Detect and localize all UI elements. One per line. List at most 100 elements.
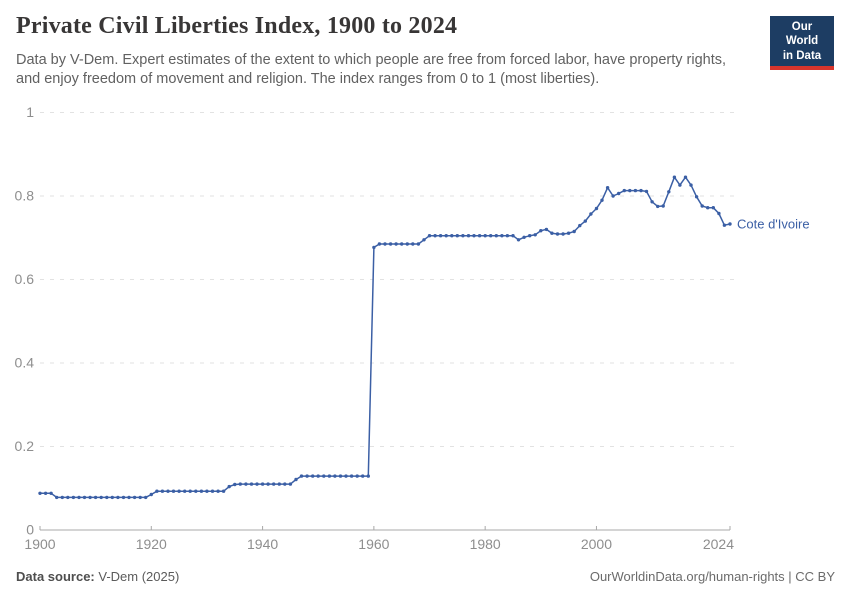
data-point[interactable] xyxy=(327,474,332,478)
data-point[interactable] xyxy=(361,474,365,478)
data-point[interactable] xyxy=(522,235,526,239)
data-point[interactable] xyxy=(555,232,560,236)
data-point[interactable] xyxy=(438,234,443,238)
data-point[interactable] xyxy=(617,191,621,196)
data-point[interactable] xyxy=(349,474,354,478)
data-point[interactable] xyxy=(494,234,498,238)
data-point[interactable] xyxy=(311,474,315,478)
data-point[interactable] xyxy=(561,232,565,236)
data-point[interactable] xyxy=(377,242,382,246)
data-point[interactable] xyxy=(628,188,632,193)
data-point[interactable] xyxy=(383,242,387,246)
data-point[interactable] xyxy=(77,495,81,500)
data-point[interactable] xyxy=(533,233,537,237)
data-point[interactable] xyxy=(678,183,682,187)
data-point[interactable] xyxy=(71,495,76,500)
data-point[interactable] xyxy=(483,234,487,238)
data-point[interactable] xyxy=(272,482,276,486)
data-point[interactable] xyxy=(194,489,198,493)
data-point[interactable] xyxy=(611,194,615,198)
data-point[interactable] xyxy=(166,489,170,493)
data-point[interactable] xyxy=(82,495,87,500)
data-point[interactable] xyxy=(644,189,649,194)
data-point[interactable] xyxy=(422,238,426,242)
data-point[interactable] xyxy=(516,238,521,242)
data-point[interactable] xyxy=(489,234,493,238)
data-point[interactable] xyxy=(216,489,220,493)
data-point[interactable] xyxy=(66,495,70,500)
data-point[interactable] xyxy=(661,204,665,208)
owid-logo[interactable]: Our World in Data xyxy=(770,16,834,71)
data-point[interactable] xyxy=(260,482,265,486)
data-point[interactable] xyxy=(183,489,187,493)
data-point[interactable] xyxy=(283,482,287,486)
data-point[interactable] xyxy=(116,495,120,500)
data-point[interactable] xyxy=(717,211,721,216)
data-point[interactable] xyxy=(450,234,454,238)
data-point[interactable] xyxy=(544,227,549,232)
data-point[interactable] xyxy=(294,477,298,482)
data-point[interactable] xyxy=(472,234,476,238)
data-point[interactable] xyxy=(188,489,192,493)
data-point[interactable] xyxy=(416,242,421,246)
data-point[interactable] xyxy=(722,223,727,227)
data-point[interactable] xyxy=(583,219,587,223)
data-point[interactable] xyxy=(138,495,142,500)
data-point[interactable] xyxy=(199,489,204,493)
data-point[interactable] xyxy=(639,188,643,193)
data-point[interactable] xyxy=(221,489,226,493)
data-point[interactable] xyxy=(433,234,437,238)
data-point[interactable] xyxy=(500,234,504,238)
data-point[interactable] xyxy=(622,188,626,193)
data-point[interactable] xyxy=(550,231,554,235)
data-point[interactable] xyxy=(233,482,237,487)
data-point[interactable] xyxy=(539,229,543,233)
data-point[interactable] xyxy=(49,491,53,495)
data-point[interactable] xyxy=(711,206,715,210)
series-line[interactable] xyxy=(40,176,731,499)
data-point[interactable] xyxy=(444,234,448,238)
data-point[interactable] xyxy=(249,482,254,486)
data-point[interactable] xyxy=(316,474,320,478)
data-point[interactable] xyxy=(600,198,604,202)
data-point[interactable] xyxy=(105,495,109,500)
data-point[interactable] xyxy=(528,234,532,238)
data-point[interactable] xyxy=(405,242,409,246)
data-point[interactable] xyxy=(288,482,293,486)
data-point[interactable] xyxy=(667,190,671,194)
data-point[interactable] xyxy=(171,489,176,493)
data-point[interactable] xyxy=(110,495,115,500)
data-point[interactable] xyxy=(155,489,159,493)
data-point[interactable] xyxy=(338,474,343,478)
data-point[interactable] xyxy=(411,242,415,246)
data-point[interactable] xyxy=(55,495,59,500)
data-point[interactable] xyxy=(305,474,309,478)
data-point[interactable] xyxy=(322,474,326,478)
data-point[interactable] xyxy=(38,491,42,495)
data-point[interactable] xyxy=(477,234,482,238)
data-point[interactable] xyxy=(694,195,699,199)
data-point[interactable] xyxy=(650,200,654,204)
data-point[interactable] xyxy=(572,229,576,234)
data-point[interactable] xyxy=(121,495,126,500)
data-point[interactable] xyxy=(461,234,465,238)
data-point[interactable] xyxy=(255,482,259,486)
data-point[interactable] xyxy=(589,212,593,216)
data-point[interactable] xyxy=(266,482,270,486)
data-point[interactable] xyxy=(144,495,148,500)
entity-label[interactable]: Cote d'Ivoire xyxy=(737,216,810,231)
data-point[interactable] xyxy=(700,204,704,208)
data-point[interactable] xyxy=(93,495,98,500)
data-point[interactable] xyxy=(149,492,153,497)
data-point[interactable] xyxy=(656,204,660,209)
data-point[interactable] xyxy=(388,242,393,246)
data-point[interactable] xyxy=(333,474,337,478)
data-point[interactable] xyxy=(210,489,215,493)
data-point[interactable] xyxy=(683,175,688,179)
data-point[interactable] xyxy=(277,482,281,486)
data-point[interactable] xyxy=(728,222,732,226)
data-point[interactable] xyxy=(466,234,471,238)
data-point[interactable] xyxy=(244,482,248,486)
data-point[interactable] xyxy=(99,495,103,500)
